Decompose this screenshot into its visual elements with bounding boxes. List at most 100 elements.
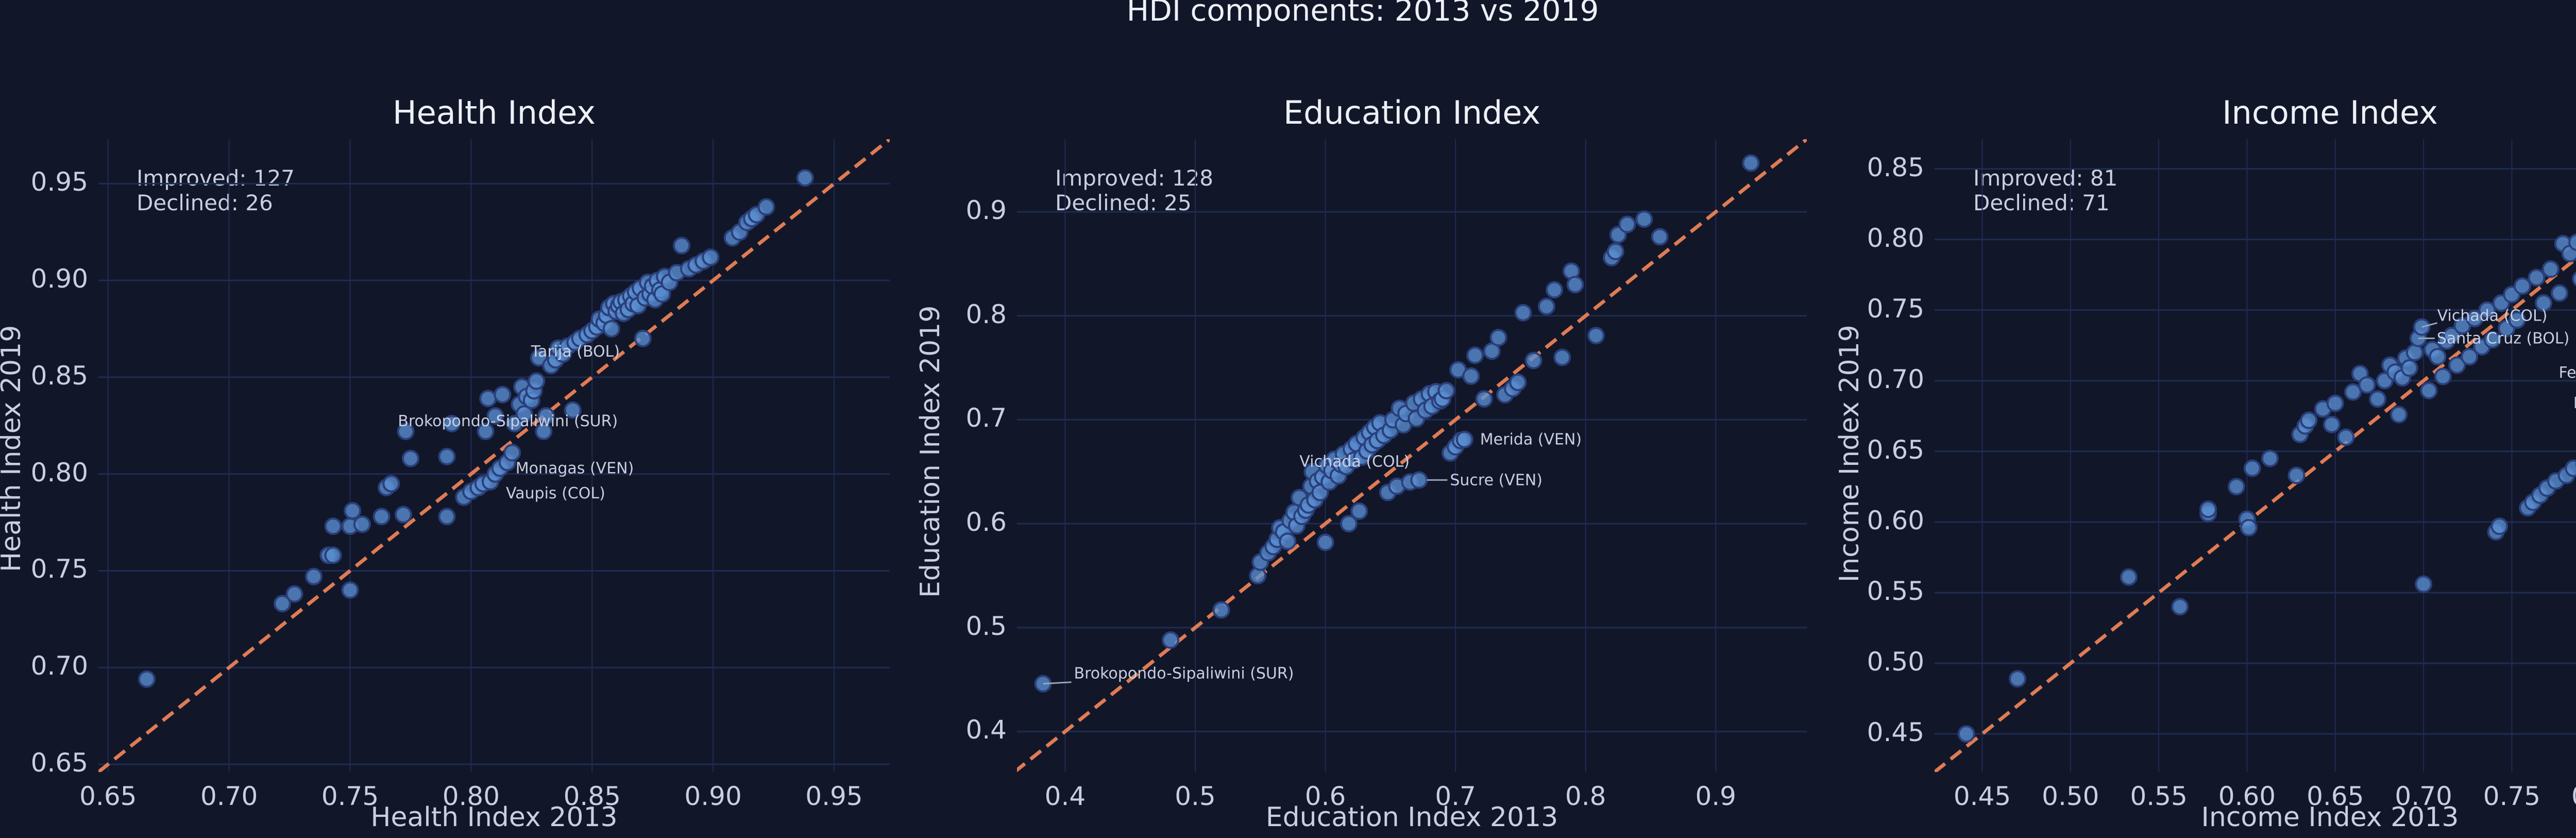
- education-y-tick-label: 0.7: [965, 403, 1007, 433]
- health-annotation-label: Monagas (VEN): [516, 459, 634, 477]
- data-point: [537, 407, 555, 425]
- data-point: [757, 198, 775, 216]
- data-point: [486, 407, 504, 425]
- data-point: [2429, 348, 2447, 366]
- data-point: [2541, 260, 2560, 278]
- health-stats: Improved: 127 Declined: 26: [137, 166, 295, 215]
- data-point: [1279, 532, 1297, 550]
- data-point: [2243, 459, 2261, 477]
- income-x-tick-label: 0.75: [2483, 781, 2541, 811]
- data-point: [324, 546, 342, 564]
- health-annotation-label: Tarija (BOL): [531, 343, 620, 361]
- income-y-tick-label: 0.50: [1867, 646, 1924, 677]
- income-x-tick-label: 0.80: [2564, 781, 2576, 811]
- data-point: [1514, 304, 1532, 322]
- data-point: [2358, 376, 2376, 394]
- income-x-tick-label: 0.60: [2218, 781, 2276, 811]
- health-x-tick-label: 0.90: [684, 781, 742, 811]
- data-point: [1350, 502, 1368, 520]
- health-annotation-label: Vaupis (COL): [506, 484, 605, 502]
- data-point: [530, 349, 548, 367]
- education-x-axis-label: Education Index 2013: [1265, 802, 1558, 833]
- figure-title: HDI components: 2013 vs 2019: [1126, 0, 1599, 28]
- data-point: [2405, 343, 2424, 361]
- data-point: [1566, 276, 1584, 294]
- data-point: [382, 475, 400, 493]
- data-point: [503, 444, 521, 462]
- education-annotation-label: Merida (VEN): [1480, 431, 1582, 449]
- education-x-tick-label: 0.9: [1695, 781, 1736, 811]
- data-point: [2344, 383, 2362, 401]
- reference-diagonal-line: [1935, 256, 2576, 772]
- data-point: [273, 595, 291, 613]
- income-improved-count: Improved: 81: [1973, 165, 2118, 191]
- data-point: [285, 585, 303, 603]
- income-annotation-label: Santa Cruz (BOL): [2437, 329, 2570, 347]
- income-axes: Vichada (COL) Santa Cruz (BOL) Federal Dis…: [1935, 139, 2576, 772]
- data-point: [673, 237, 691, 255]
- data-point: [2434, 367, 2452, 386]
- data-point: [2572, 271, 2576, 287]
- data-point: [1462, 367, 1480, 385]
- data-point: [2568, 233, 2576, 251]
- data-point: [2326, 394, 2344, 412]
- education-improved-count: Improved: 128: [1055, 165, 1214, 191]
- data-point: [2448, 356, 2466, 374]
- data-point: [1316, 533, 1334, 551]
- data-point: [344, 502, 362, 520]
- education-annotation-label: Vichada (COL): [1299, 452, 1410, 471]
- health-y-tick-label: 0.85: [30, 360, 88, 391]
- education-x-tick-label: 0.7: [1435, 781, 1476, 811]
- income-y-tick-label: 0.65: [1867, 434, 1924, 465]
- income-y-tick-label: 0.85: [1867, 152, 1924, 182]
- income-x-tick-label: 0.50: [2042, 781, 2099, 811]
- data-point: [438, 508, 456, 526]
- health-y-tick-label: 0.70: [30, 651, 88, 681]
- data-point: [2261, 449, 2279, 467]
- data-point: [2240, 518, 2258, 537]
- education-y-tick-label: 0.8: [965, 299, 1007, 329]
- data-point: [2337, 428, 2355, 446]
- health-y-tick-label: 0.80: [30, 457, 88, 488]
- data-point: [2508, 311, 2526, 329]
- education-y-tick-label: 0.5: [965, 611, 1007, 641]
- income-y-tick-label: 0.70: [1867, 364, 1924, 394]
- data-point: [515, 405, 533, 423]
- data-point: [1410, 471, 1428, 489]
- data-point: [528, 372, 546, 390]
- data-point: [1587, 327, 1605, 345]
- data-point: [1606, 242, 1624, 260]
- data-point: [1455, 430, 1473, 448]
- income-x-tick-label: 0.65: [2307, 781, 2364, 811]
- data-point: [438, 447, 456, 465]
- income-annotation-label: Federal Dist. (VEN): [2558, 364, 2576, 382]
- data-point: [494, 386, 512, 404]
- data-point: [341, 581, 359, 599]
- data-point: [2323, 415, 2341, 433]
- data-point: [2199, 500, 2217, 518]
- data-point: [2420, 381, 2438, 399]
- education-y-tick-label: 0.9: [965, 195, 1007, 226]
- income-x-axis-label: Income Index 2013: [2201, 802, 2459, 833]
- health-y-tick-label: 0.90: [30, 264, 88, 294]
- data-point: [1553, 348, 1571, 366]
- education-y-tick-label: 0.4: [965, 715, 1007, 745]
- data-point: [2535, 294, 2553, 312]
- reference-diagonal-line: [1017, 139, 1807, 772]
- education-annotation-label: Brokopondo-Sipaliwini (SUR): [1074, 665, 1294, 683]
- data-point: [2415, 575, 2433, 593]
- health-axes: Tarija (BOL) Brokopondo-Sipaliwini (SUR) M…: [98, 139, 890, 772]
- data-point: [602, 320, 620, 338]
- income-y-tick-label: 0.75: [1867, 293, 1924, 324]
- health-y-tick-label: 0.75: [30, 554, 88, 584]
- income-annotation-label: Vichada (COL): [2437, 307, 2548, 325]
- data-point: [353, 515, 371, 533]
- education-x-tick-label: 0.5: [1175, 781, 1216, 811]
- education-axes: Brokopondo-Sipaliwini (SUR) Vichada (COL)…: [1017, 139, 1807, 772]
- data-point: [564, 401, 582, 419]
- health-x-axis-label: Health Index 2013: [370, 802, 618, 833]
- health-x-tick-label: 0.65: [79, 781, 137, 811]
- health-x-tick-label: 0.95: [805, 781, 863, 811]
